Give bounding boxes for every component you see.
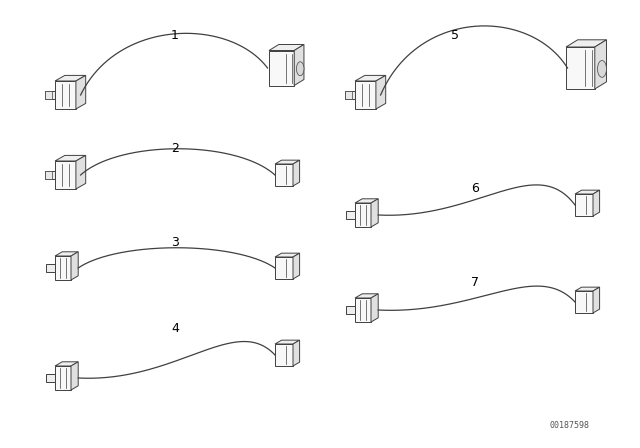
Polygon shape [575, 291, 593, 313]
Ellipse shape [598, 60, 607, 78]
Polygon shape [55, 362, 78, 366]
Polygon shape [45, 91, 55, 99]
Polygon shape [566, 47, 595, 89]
Polygon shape [593, 287, 600, 313]
Polygon shape [55, 75, 86, 81]
Ellipse shape [296, 62, 304, 76]
Polygon shape [355, 298, 371, 322]
Polygon shape [46, 264, 55, 272]
Polygon shape [76, 155, 86, 189]
Text: 1: 1 [171, 29, 179, 42]
Polygon shape [355, 294, 378, 298]
Polygon shape [346, 306, 355, 314]
Text: 3: 3 [171, 236, 179, 249]
Polygon shape [275, 340, 300, 344]
Polygon shape [355, 203, 371, 227]
Bar [45, 171, 52, 179]
Polygon shape [293, 253, 300, 279]
Text: 6: 6 [471, 181, 479, 194]
Polygon shape [55, 256, 71, 280]
Polygon shape [275, 164, 293, 186]
Polygon shape [575, 287, 600, 291]
Bar [45, 91, 52, 99]
Polygon shape [293, 160, 300, 186]
Polygon shape [269, 44, 304, 51]
Polygon shape [371, 294, 378, 322]
Polygon shape [566, 40, 607, 47]
Polygon shape [355, 81, 376, 109]
Text: 5: 5 [451, 29, 459, 42]
Text: 00187598: 00187598 [550, 421, 590, 430]
Polygon shape [55, 252, 78, 256]
Polygon shape [45, 171, 55, 179]
Polygon shape [595, 40, 607, 89]
Polygon shape [269, 51, 294, 86]
Polygon shape [55, 366, 71, 390]
Text: 4: 4 [171, 322, 179, 335]
Polygon shape [371, 199, 378, 227]
Polygon shape [275, 160, 300, 164]
Polygon shape [355, 199, 378, 203]
Polygon shape [275, 253, 300, 257]
Polygon shape [55, 81, 76, 109]
Polygon shape [55, 161, 76, 189]
Polygon shape [346, 211, 355, 219]
Polygon shape [55, 155, 86, 161]
Polygon shape [294, 44, 304, 86]
Polygon shape [376, 75, 386, 109]
Polygon shape [345, 91, 355, 99]
Polygon shape [293, 340, 300, 366]
Polygon shape [593, 190, 600, 216]
Polygon shape [275, 344, 293, 366]
Polygon shape [76, 75, 86, 109]
Polygon shape [71, 252, 78, 280]
Bar [345, 91, 352, 99]
Polygon shape [46, 374, 55, 382]
Polygon shape [575, 190, 600, 194]
Text: 7: 7 [471, 276, 479, 289]
Polygon shape [355, 75, 386, 81]
Polygon shape [71, 362, 78, 390]
Text: 2: 2 [171, 142, 179, 155]
Polygon shape [575, 194, 593, 216]
Polygon shape [275, 257, 293, 279]
